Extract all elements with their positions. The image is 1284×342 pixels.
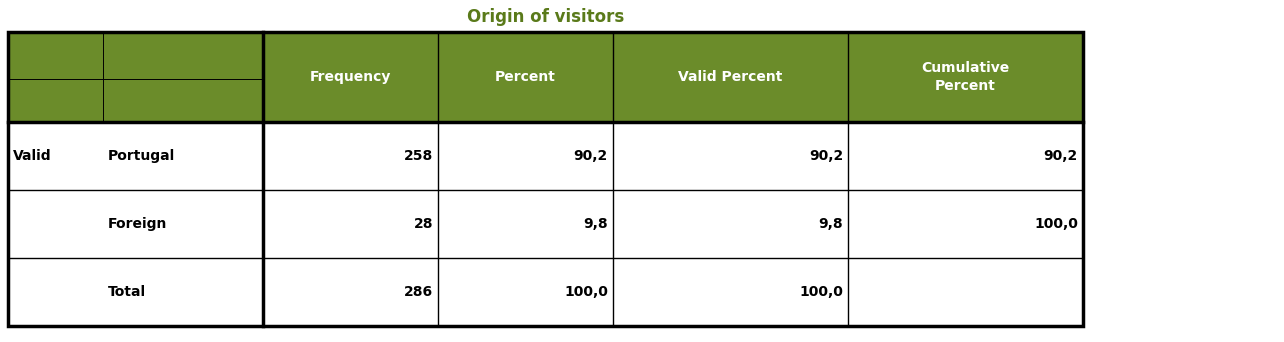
Bar	[8, 258, 1082, 326]
Text: 90,2: 90,2	[1044, 149, 1079, 163]
Bar	[8, 32, 1082, 326]
Text: Cumulative
Percent: Cumulative Percent	[922, 61, 1009, 93]
Text: Valid: Valid	[13, 149, 51, 163]
Bar	[8, 190, 1082, 258]
Text: Frequency: Frequency	[309, 70, 392, 84]
Text: 100,0: 100,0	[799, 285, 844, 299]
Bar	[8, 122, 1082, 190]
Text: 100,0: 100,0	[564, 285, 609, 299]
Text: 9,8: 9,8	[583, 217, 609, 231]
Text: 90,2: 90,2	[574, 149, 609, 163]
Text: 286: 286	[404, 285, 433, 299]
Bar	[8, 32, 1082, 122]
Text: Valid Percent: Valid Percent	[678, 70, 783, 84]
Text: 28: 28	[413, 217, 433, 231]
Text: Origin of visitors: Origin of visitors	[467, 8, 624, 26]
Text: 100,0: 100,0	[1034, 217, 1079, 231]
Text: 258: 258	[403, 149, 433, 163]
Text: 90,2: 90,2	[809, 149, 844, 163]
Text: Total: Total	[108, 285, 146, 299]
Text: Percent: Percent	[496, 70, 556, 84]
Text: 9,8: 9,8	[818, 217, 844, 231]
Text: Portugal: Portugal	[108, 149, 175, 163]
Text: Foreign: Foreign	[108, 217, 167, 231]
